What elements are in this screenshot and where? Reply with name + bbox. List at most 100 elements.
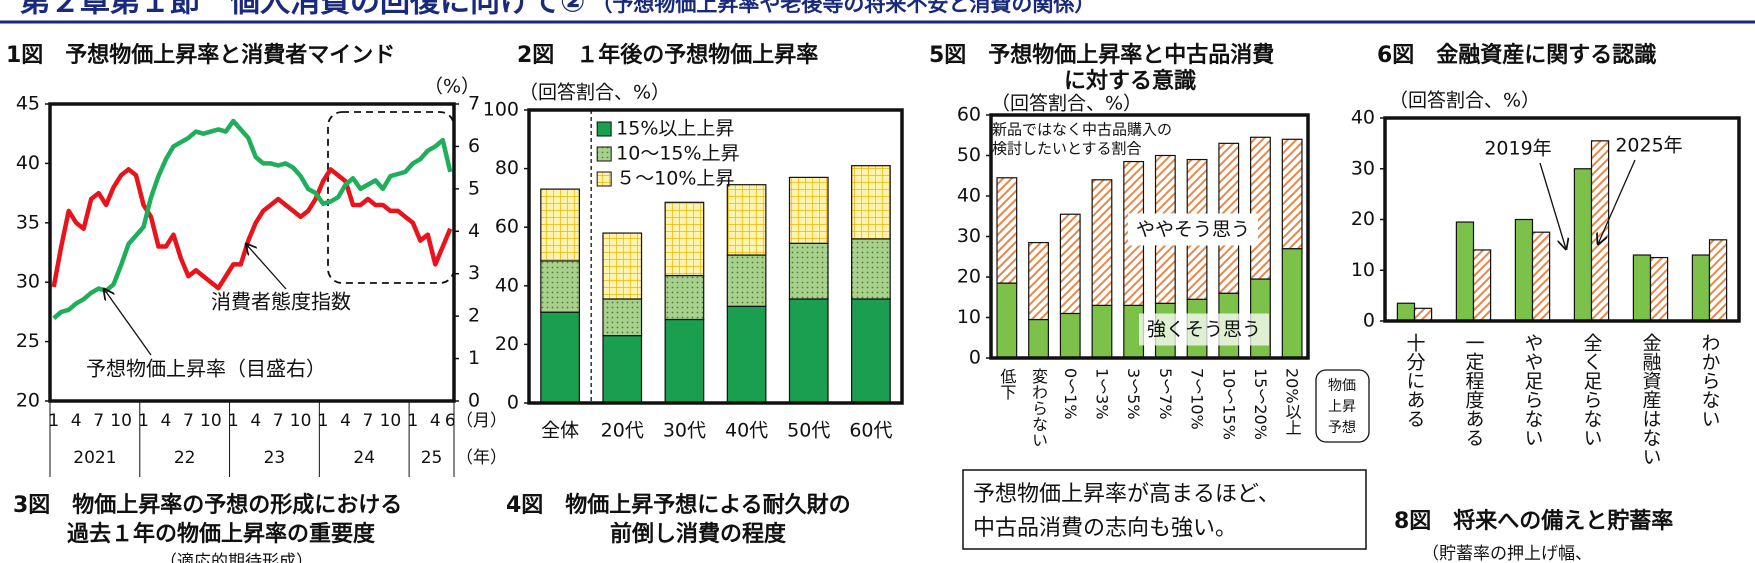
bar: [788, 176, 829, 244]
annotation: 検討したいとする割合: [992, 140, 1142, 158]
bar: [1281, 138, 1303, 250]
figure-title: 3図 物価上昇率の予想の形成における: [13, 492, 402, 518]
bar: [788, 242, 829, 300]
arrow: [246, 244, 287, 290]
y-axis-label: （回答割合、%）: [519, 82, 670, 104]
chart-title: に対する意識: [1064, 68, 1196, 94]
x-group-label: （年）: [456, 448, 507, 468]
x-tick-label: 十分にある: [1404, 333, 1426, 428]
plot-frame: [527, 108, 904, 405]
bar: [1028, 241, 1049, 321]
y-axis-label: （回答割合、%）: [991, 93, 1142, 115]
y-tick-label: 40: [495, 274, 519, 296]
x-tick-label: 4: [340, 411, 351, 431]
bar: [851, 298, 891, 404]
y2-axis-label: （%）: [424, 76, 480, 98]
y2-tick-label: 2: [468, 305, 480, 327]
page-subtitle: （予想物価上昇率や老後等の将来不安と消費の関係）: [591, 0, 1095, 16]
bar: [1514, 218, 1534, 322]
bar: [602, 335, 643, 404]
chart-title: 1図 予想物価上昇率と消費者マインド: [6, 42, 395, 68]
y-tick-label: 50: [957, 144, 981, 166]
y-tick-label: 0: [1363, 310, 1375, 332]
y-axis-label: （回答割合、%）: [1389, 90, 1540, 112]
bar: [1413, 307, 1433, 322]
x-tick-label: 40代: [725, 420, 768, 442]
y-tick-label: 20: [16, 390, 40, 412]
x-tick-label: 0～1%: [1061, 368, 1080, 420]
bar: [788, 298, 829, 404]
legend-swatch: [596, 171, 612, 187]
x-tick-label: 1～3%: [1092, 368, 1111, 420]
x-tick-label: 4: [161, 411, 172, 431]
chart-title: 6図 金融資産に関する認識: [1377, 42, 1656, 68]
y-tick-label: 10: [1351, 259, 1375, 281]
bar: [1028, 318, 1049, 359]
year-label: 23: [264, 448, 286, 468]
x-tick-label: 1: [407, 411, 418, 431]
arrow: [1598, 159, 1636, 244]
x-tick-label: 7: [93, 411, 104, 431]
bar: [1091, 179, 1113, 306]
y-tick-label: 30: [957, 225, 981, 247]
bar: [540, 260, 580, 313]
x-tick-label: 7: [363, 411, 374, 431]
bar: [1455, 221, 1475, 322]
y-tick-label: 40: [957, 185, 981, 207]
bar: [1691, 254, 1711, 322]
x-tick-label: 1: [48, 411, 59, 431]
figure-subtitle: （貯蓄率の押上げ幅、: [1422, 544, 1592, 563]
y2-tick-label: 7: [468, 93, 480, 115]
x-tick-label: 7: [183, 411, 194, 431]
y-tick-label: 0: [507, 392, 519, 414]
year-label: 22: [174, 448, 196, 468]
x-tick-label: 10: [380, 411, 402, 431]
bar: [602, 232, 643, 300]
annotation: 新品ではなく中古品購入の: [992, 121, 1172, 139]
x-tick-label: 20代: [601, 420, 644, 442]
series-label: 消費者態度指数: [211, 290, 351, 314]
x-tick-label: 4: [250, 411, 261, 431]
bar: [1059, 213, 1081, 315]
bar: [726, 305, 767, 404]
figure-title: 過去１年の物価上昇率の重要度: [67, 521, 376, 547]
x-label-box: [1315, 369, 1370, 443]
y-tick-label: 35: [16, 211, 40, 233]
bar: [664, 274, 705, 321]
x-tick-label: 10: [290, 411, 312, 431]
label-bg: [1127, 213, 1259, 246]
label-bg: [1138, 313, 1270, 346]
year-label: 25: [421, 448, 443, 468]
y-tick-label: 20: [495, 333, 519, 355]
bar: [996, 177, 1018, 284]
chart-title: 5図 予想物価上昇率と中古品消費: [929, 42, 1274, 68]
text-box: [962, 469, 1367, 550]
bar: [1059, 312, 1081, 359]
bar: [1649, 256, 1669, 322]
figure-title: 8図 将来への備えと貯蓄率: [1394, 508, 1673, 534]
x-tick-label: 7～10%: [1188, 368, 1207, 430]
bar: [540, 188, 580, 262]
x-tick-label: わからない: [1699, 333, 1721, 428]
x-tick-label: 全体: [541, 420, 579, 442]
series-label: 予想物価上昇率（目盛右）: [86, 357, 326, 381]
y2-tick-label: 3: [468, 262, 480, 284]
bar: [1708, 239, 1728, 322]
x-axis-label: 予想: [1328, 420, 1356, 436]
bar: [851, 165, 891, 240]
series-label: 強くそう思う: [1147, 319, 1261, 341]
bar: [664, 201, 705, 277]
legend-label: 10～15%上昇: [616, 143, 739, 165]
y2-tick-label: 1: [468, 347, 480, 369]
bar: [1472, 249, 1492, 322]
bar: [1281, 248, 1303, 359]
bar: [851, 238, 891, 300]
x-tick-label: 10～15%: [1219, 368, 1238, 440]
x-tick-label: 5～7%: [1156, 368, 1175, 420]
y-tick-label: 0: [969, 347, 981, 369]
bar: [726, 254, 767, 307]
year-label: 2021: [73, 448, 116, 468]
y-tick-label: 45: [16, 93, 40, 115]
y-tick-label: 40: [1351, 107, 1375, 129]
y-tick-label: 20: [1351, 208, 1375, 230]
